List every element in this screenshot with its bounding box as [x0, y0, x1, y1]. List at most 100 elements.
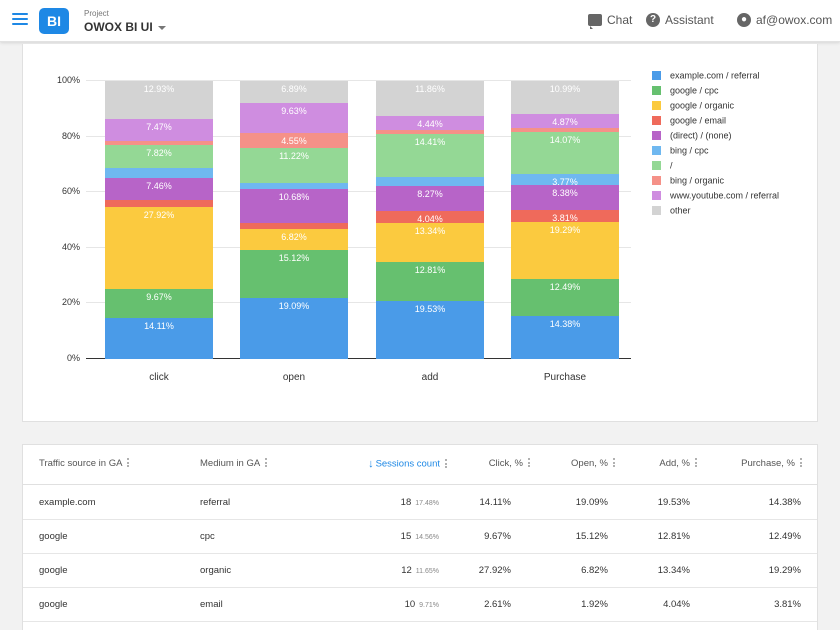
bar-segment[interactable]: 19.29% — [511, 221, 619, 279]
account-icon: ● — [737, 12, 751, 27]
bar-segment[interactable] — [240, 222, 348, 229]
sessions-value: 10 — [404, 599, 416, 610]
column-menu-icon[interactable] — [127, 458, 130, 468]
bar-segment[interactable]: 8.27% — [376, 185, 484, 211]
legend-item[interactable]: bing / cpc — [652, 145, 779, 160]
bi-logo[interactable]: BI — [39, 8, 69, 34]
sessions-share: 9.71% — [419, 602, 439, 609]
bar-segment[interactable]: 14.38% — [511, 316, 619, 359]
bar-segment[interactable]: 7.47% — [105, 118, 213, 141]
column-menu-icon[interactable] — [613, 458, 616, 468]
legend-swatch — [652, 176, 661, 186]
legend-item[interactable]: google / organic — [652, 100, 779, 115]
bar-segment[interactable] — [511, 128, 619, 133]
data-label: 10.99% — [549, 84, 581, 95]
bar-segment[interactable]: 12.93% — [105, 81, 213, 119]
bar-segment[interactable]: 15.12% — [240, 250, 348, 299]
legend-label: www.youtube.com / referral — [670, 190, 780, 201]
table-row[interactable]: example.com referral 14.11% 19.09% 19.53% 14.… — [23, 486, 817, 520]
cell-traffic-source: google — [39, 565, 68, 576]
column-menu-icon[interactable] — [445, 459, 448, 469]
bar-stack-add[interactable]: 19.53% 12.81% 13.34% 4.04% 8.27% 14.41% 4.44% 1… — [376, 80, 484, 359]
bar-segment[interactable]: 11.86% — [376, 81, 484, 117]
y-tick-label: 20% — [61, 297, 80, 308]
bar-segment[interactable] — [376, 176, 484, 186]
bar-segment[interactable]: 7.46% — [105, 177, 213, 200]
bar-segment[interactable]: 13.34% — [376, 222, 484, 263]
cell-medium: email — [200, 599, 223, 610]
bar-segment[interactable]: 6.89% — [240, 81, 348, 103]
project-selector[interactable]: OWOX BI UI — [84, 20, 166, 34]
bar-stack-purchase[interactable]: 14.38% 12.49% 19.29% 3.81% 8.38% 3.77% 14.07% 4… — [511, 80, 619, 359]
bar-segment[interactable]: 10.99% — [511, 81, 619, 114]
bar-segment[interactable] — [105, 140, 213, 146]
col-sessions-label: Sessions count — [375, 458, 440, 470]
bar-segment[interactable]: 4.55% — [240, 133, 348, 148]
table-row[interactable]: google cpc 9.67% 15.12% 12.81% 12.49% 15 14.56% — [23, 520, 817, 554]
legend-item[interactable]: example.com / referral — [652, 70, 779, 85]
bar-segment[interactable]: 7.82% — [105, 145, 213, 169]
col-medium[interactable]: Medium in GA — [200, 458, 268, 469]
col-add-pct[interactable]: Add, % — [628, 458, 698, 469]
legend-item[interactable]: google / cpc — [652, 85, 779, 100]
bar-segment[interactable]: 14.11% — [105, 317, 213, 359]
data-label: 12.49% — [549, 282, 581, 292]
column-menu-icon[interactable] — [695, 458, 698, 468]
legend-swatch — [652, 191, 661, 201]
bar-segment[interactable]: 12.49% — [511, 279, 619, 317]
col-purchase-pct[interactable]: Purchase, % — [713, 458, 803, 469]
bar-segment[interactable]: 14.41% — [376, 133, 484, 177]
legend-item[interactable]: / — [652, 160, 779, 175]
bar-stack-click[interactable]: 14.11% 9.67% 27.92% 7.46% 7.82% 7.47% 12.93% — [105, 80, 213, 359]
bar-segment[interactable]: 14.07% — [511, 132, 619, 175]
data-label: 7.82% — [146, 148, 172, 159]
legend-item[interactable]: (direct) / (none) — [652, 130, 779, 145]
legend-item[interactable]: www.youtube.com / referral — [652, 190, 779, 205]
column-menu-icon[interactable] — [528, 458, 531, 468]
sessions-share: 14.56% — [415, 534, 439, 541]
bar-segment[interactable]: 12.81% — [376, 262, 484, 301]
col-traffic-source[interactable]: Traffic source in GA — [39, 458, 130, 469]
data-label: 9.63% — [281, 105, 307, 116]
col-click-pct[interactable]: Click, % — [463, 458, 531, 469]
bar-segment[interactable]: 9.67% — [105, 289, 213, 318]
bar-segment[interactable]: 9.63% — [240, 102, 348, 134]
legend-label: / — [670, 160, 673, 171]
bar-stack-open[interactable]: 19.09% 15.12% 6.82% 10.68% 11.22% 4.55% 9.63% 6… — [240, 80, 348, 359]
legend-item[interactable]: other — [652, 205, 779, 220]
bar-segment[interactable]: 3.77% — [511, 174, 619, 187]
bar-segment[interactable] — [376, 129, 484, 134]
bar-segment[interactable]: 4.44% — [376, 116, 484, 130]
assistant-button[interactable]: ? Assistant — [646, 12, 714, 30]
chat-button[interactable]: Chat — [588, 12, 632, 30]
bar-segment[interactable]: 6.82% — [240, 228, 348, 251]
bar-segment[interactable] — [240, 183, 348, 189]
cell-open-pct: 19.09% — [575, 497, 608, 508]
legend-item[interactable]: google / email — [652, 115, 779, 130]
column-menu-icon[interactable] — [800, 458, 803, 468]
bar-segment[interactable]: 3.81% — [511, 210, 619, 223]
sort-desc-arrow-icon[interactable]: ↓ — [368, 458, 374, 470]
table-row[interactable]: google organic 27.92% 6.82% 13.34% 19.29% 12 11… — [23, 554, 817, 588]
data-label: 8.38% — [552, 188, 578, 199]
bar-segment[interactable]: 19.09% — [240, 298, 348, 359]
bar-segment[interactable]: 11.22% — [240, 147, 348, 184]
bar-segment[interactable]: 8.38% — [511, 185, 619, 211]
col-sessions-count[interactable]: ↓ Sessions count — [343, 458, 448, 470]
legend-swatch — [652, 116, 661, 126]
bar-segment[interactable]: 27.92% — [105, 207, 213, 290]
col-open-pct[interactable]: Open, % — [548, 458, 616, 469]
column-menu-icon[interactable] — [265, 458, 268, 468]
hamburger-menu-icon[interactable] — [12, 13, 28, 27]
cell-sessions-count: 18 17.48% — [343, 497, 439, 508]
account-button[interactable]: ● af@owox.com — [737, 12, 832, 30]
bar-segment[interactable]: 4.87% — [511, 113, 619, 129]
table-row[interactable]: google email 2.61% 1.92% 4.04% 3.81% 10 9.71% — [23, 588, 817, 622]
legend-item[interactable]: bing / organic — [652, 175, 779, 190]
data-label: 19.53% — [414, 303, 446, 314]
bar-segment[interactable] — [105, 199, 213, 208]
bar-segment[interactable]: 10.68% — [240, 188, 348, 223]
bar-segment[interactable]: 19.53% — [376, 300, 484, 359]
bar-segment[interactable] — [105, 168, 213, 178]
bar-segment[interactable]: 4.04% — [376, 210, 484, 224]
